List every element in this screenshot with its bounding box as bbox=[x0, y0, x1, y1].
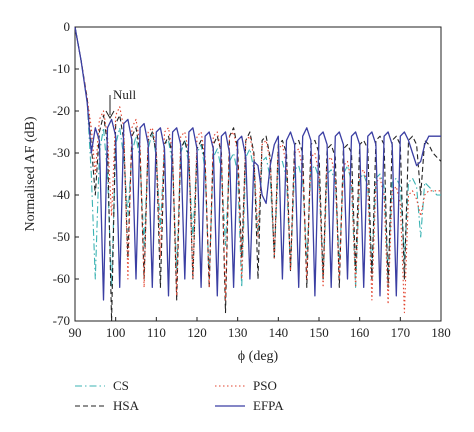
legend-label-cs: CS bbox=[113, 378, 129, 393]
x-tick-label: 160 bbox=[350, 325, 370, 340]
y-tick-label: -70 bbox=[53, 313, 70, 328]
series-layer bbox=[74, 26, 442, 322]
y-axis: 0 -10 -20 -30 -40 -50 -60 -70 bbox=[53, 19, 79, 328]
y-tick-label: 0 bbox=[64, 19, 71, 34]
x-axis-title: ϕ (deg) bbox=[238, 349, 279, 364]
series-line-efpa bbox=[74, 26, 441, 301]
x-tick-label: 150 bbox=[309, 325, 329, 340]
y-tick-label: -50 bbox=[53, 229, 70, 244]
y-tick-label: -40 bbox=[53, 187, 70, 202]
legend-label-hsa: HSA bbox=[113, 398, 140, 413]
x-axis: 90 100 110 120 130 140 150 160 170 180 bbox=[69, 317, 451, 340]
legend: CS PSO HSA EFPA bbox=[75, 378, 284, 413]
x-tick-label: 100 bbox=[106, 325, 126, 340]
x-tick-label: 110 bbox=[147, 325, 166, 340]
legend-label-efpa: EFPA bbox=[253, 398, 284, 413]
y-tick-label: -60 bbox=[53, 271, 70, 286]
null-annotation: Null bbox=[105, 87, 137, 120]
legend-label-pso: PSO bbox=[253, 378, 277, 393]
x-tick-label: 170 bbox=[391, 325, 411, 340]
null-annotation-label: Null bbox=[113, 87, 137, 102]
x-tick-label: 90 bbox=[69, 325, 82, 340]
x-tick-label: 130 bbox=[228, 325, 248, 340]
null-arrow-head bbox=[105, 110, 115, 120]
x-tick-label: 120 bbox=[187, 325, 207, 340]
y-tick-label: -20 bbox=[53, 103, 70, 118]
x-tick-label: 180 bbox=[431, 325, 451, 340]
y-axis-title: Normalised AF (dB) bbox=[23, 116, 38, 231]
x-tick-label: 140 bbox=[269, 325, 289, 340]
y-tick-label: -10 bbox=[53, 61, 70, 76]
y-tick-label: -30 bbox=[53, 145, 70, 160]
